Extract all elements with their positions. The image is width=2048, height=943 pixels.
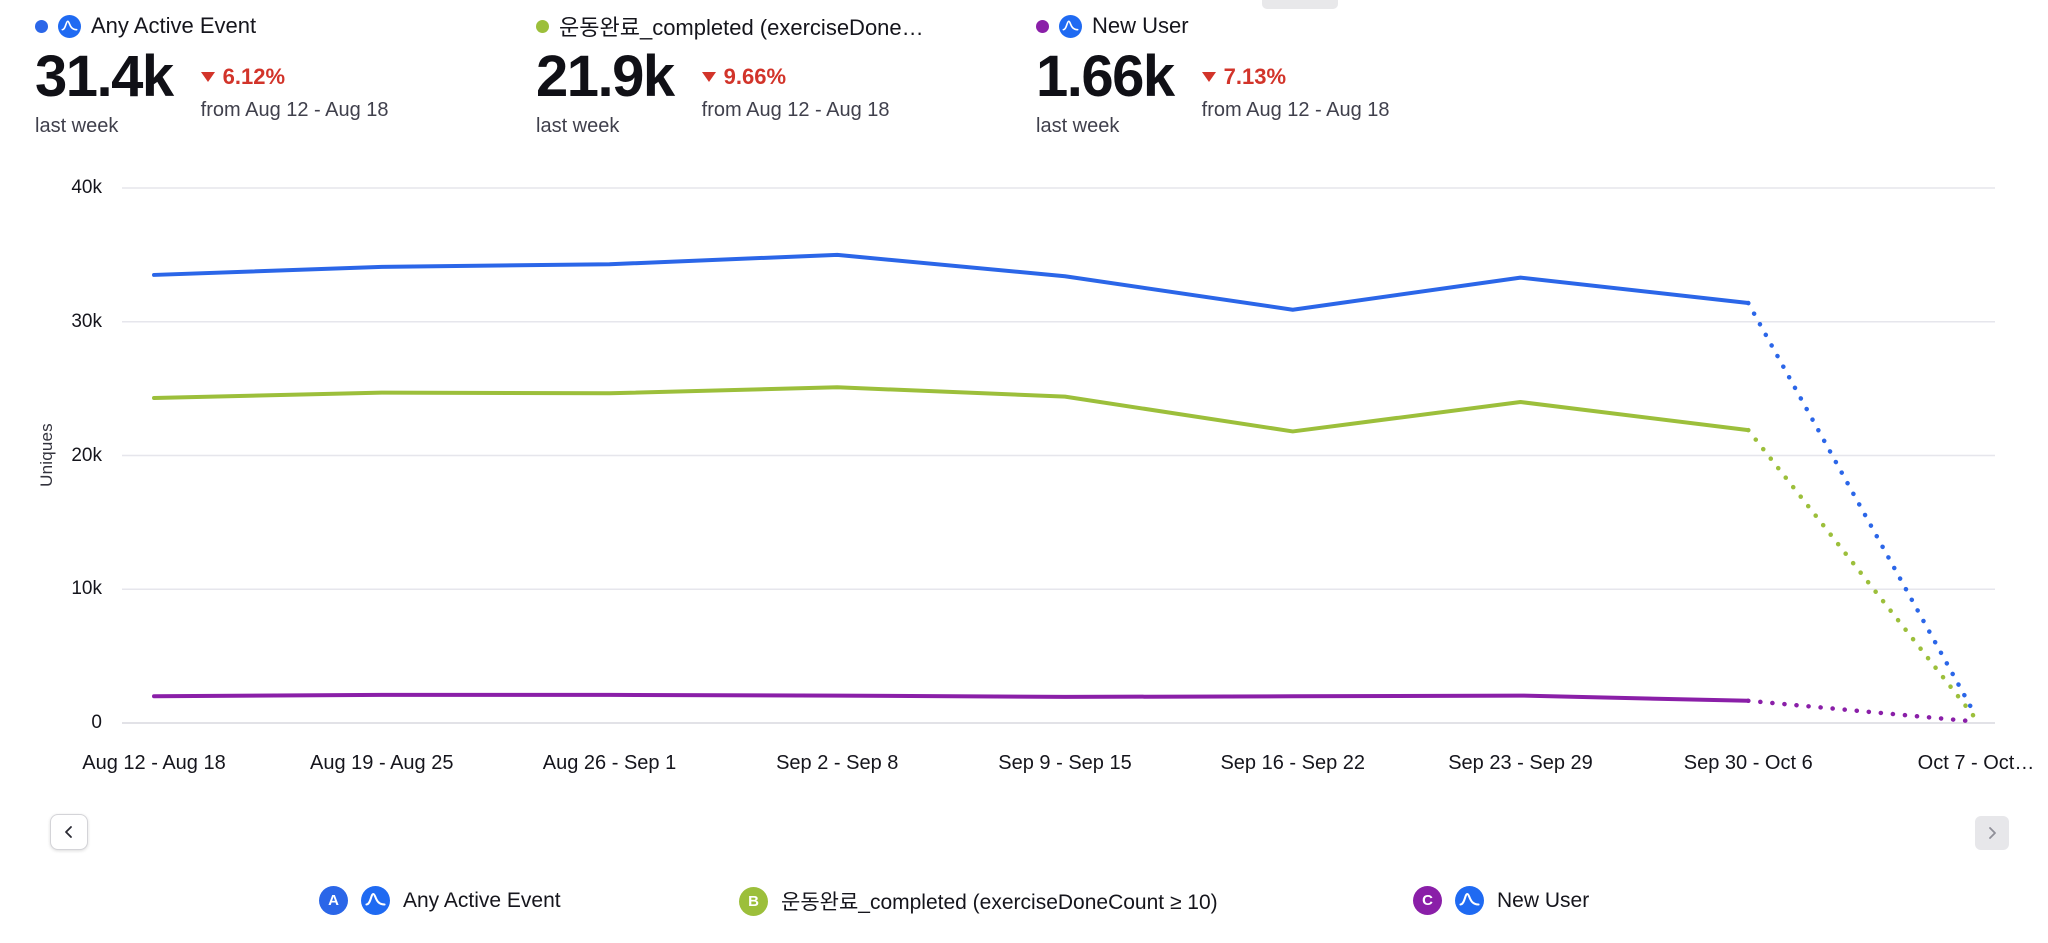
y-axis-tick: 0 <box>91 712 102 733</box>
legend-label: 운동완료_completed (exerciseDoneCount ≥ 10) <box>781 891 1218 914</box>
metric-card-new-user: New User 1.66k last week 7.13% from Aug … <box>1036 10 1390 138</box>
x-axis-tick: Sep 2 - Sep 8 <box>776 752 899 774</box>
metric-header: Any Active Event <box>35 10 389 42</box>
legend-item-new-user[interactable]: C New User <box>1413 886 1589 915</box>
metric-change-value: 6.12% <box>222 64 286 89</box>
x-axis-tick: Sep 16 - Sep 22 <box>1220 752 1366 774</box>
metric-card-any-active-event: Any Active Event 31.4k last week 6.12% f… <box>35 10 389 138</box>
amplitude-logo-icon <box>361 886 390 915</box>
x-axis-tick: Sep 23 - Sep 29 <box>1448 752 1593 774</box>
metric-header: New User <box>1036 10 1390 42</box>
legend-label: Any Active Event <box>403 888 561 912</box>
x-axis-tick: Sep 9 - Sep 15 <box>998 752 1132 774</box>
amplitude-logo-icon <box>1059 14 1082 38</box>
metric-value: 1.66k <box>1036 44 1175 109</box>
x-axis-tick: Sep 30 - Oct 6 <box>1683 752 1813 774</box>
triangle-down-icon <box>701 72 716 82</box>
metric-compare-range: from Aug 12 - Aug 18 <box>200 99 389 121</box>
metric-card-exercise-completed: 운동완료_completed (exerciseDone… 21.9k last… <box>536 10 924 138</box>
y-axis-tick: 30k <box>71 310 102 332</box>
x-axis-tick: Aug 12 - Aug 18 <box>82 752 226 774</box>
y-axis-tick: 10k <box>71 578 102 600</box>
triangle-down-icon <box>1201 72 1216 82</box>
legend-letter-chip: C <box>1413 886 1442 915</box>
amplitude-logo-icon <box>58 14 81 38</box>
metric-change: 6.12% <box>200 64 389 90</box>
y-axis-tick: 40k <box>71 177 102 198</box>
y-axis-tick: 20k <box>71 444 102 466</box>
metric-period: last week <box>536 115 620 137</box>
metric-header: 운동완료_completed (exerciseDone… <box>536 10 924 42</box>
previous-page-button[interactable] <box>50 814 88 850</box>
series-color-dot <box>35 19 48 33</box>
y-axis-title: Uniques <box>37 423 56 487</box>
metric-value: 21.9k <box>536 44 675 109</box>
metric-change-value: 7.13% <box>1223 64 1287 89</box>
amplitude-logo-icon <box>1455 886 1484 915</box>
legend-item-exercise-completed[interactable]: B 운동완료_completed (exerciseDoneCount ≥ 10… <box>739 886 1218 916</box>
chevron-left-icon <box>65 826 72 838</box>
legend-letter-chip: A <box>319 886 348 915</box>
metric-value: 31.4k <box>35 44 174 109</box>
legend-letter-chip: B <box>739 886 768 916</box>
metric-period: last week <box>1036 115 1120 137</box>
metric-title: Any Active Event <box>91 13 257 38</box>
triangle-down-icon <box>200 72 215 82</box>
metric-title: New User <box>1092 13 1189 38</box>
x-axis-tick: Aug 19 - Aug 25 <box>310 752 454 774</box>
metric-title: 운동완료_completed (exerciseDone… <box>559 15 924 40</box>
metric-compare-range: from Aug 12 - Aug 18 <box>1201 99 1390 121</box>
metric-change-value: 9.66% <box>723 64 787 89</box>
metric-compare-range: from Aug 12 - Aug 18 <box>701 99 890 121</box>
metric-change: 9.66% <box>701 64 890 90</box>
metric-change: 7.13% <box>1201 64 1390 90</box>
chevron-right-icon <box>1989 827 1996 839</box>
x-axis-tick: Aug 26 - Sep 1 <box>542 752 677 774</box>
metric-period: last week <box>35 115 119 137</box>
next-page-button[interactable] <box>1975 816 2009 850</box>
legend-item-any-active-event[interactable]: A Any Active Event <box>319 886 561 915</box>
x-axis-tick: Oct 7 - Oct… <box>1917 752 2035 774</box>
legend-label: New User <box>1497 888 1590 912</box>
series-color-dot <box>536 19 549 33</box>
series-color-dot <box>1036 19 1049 33</box>
partial-hidden-element <box>1262 0 1338 9</box>
